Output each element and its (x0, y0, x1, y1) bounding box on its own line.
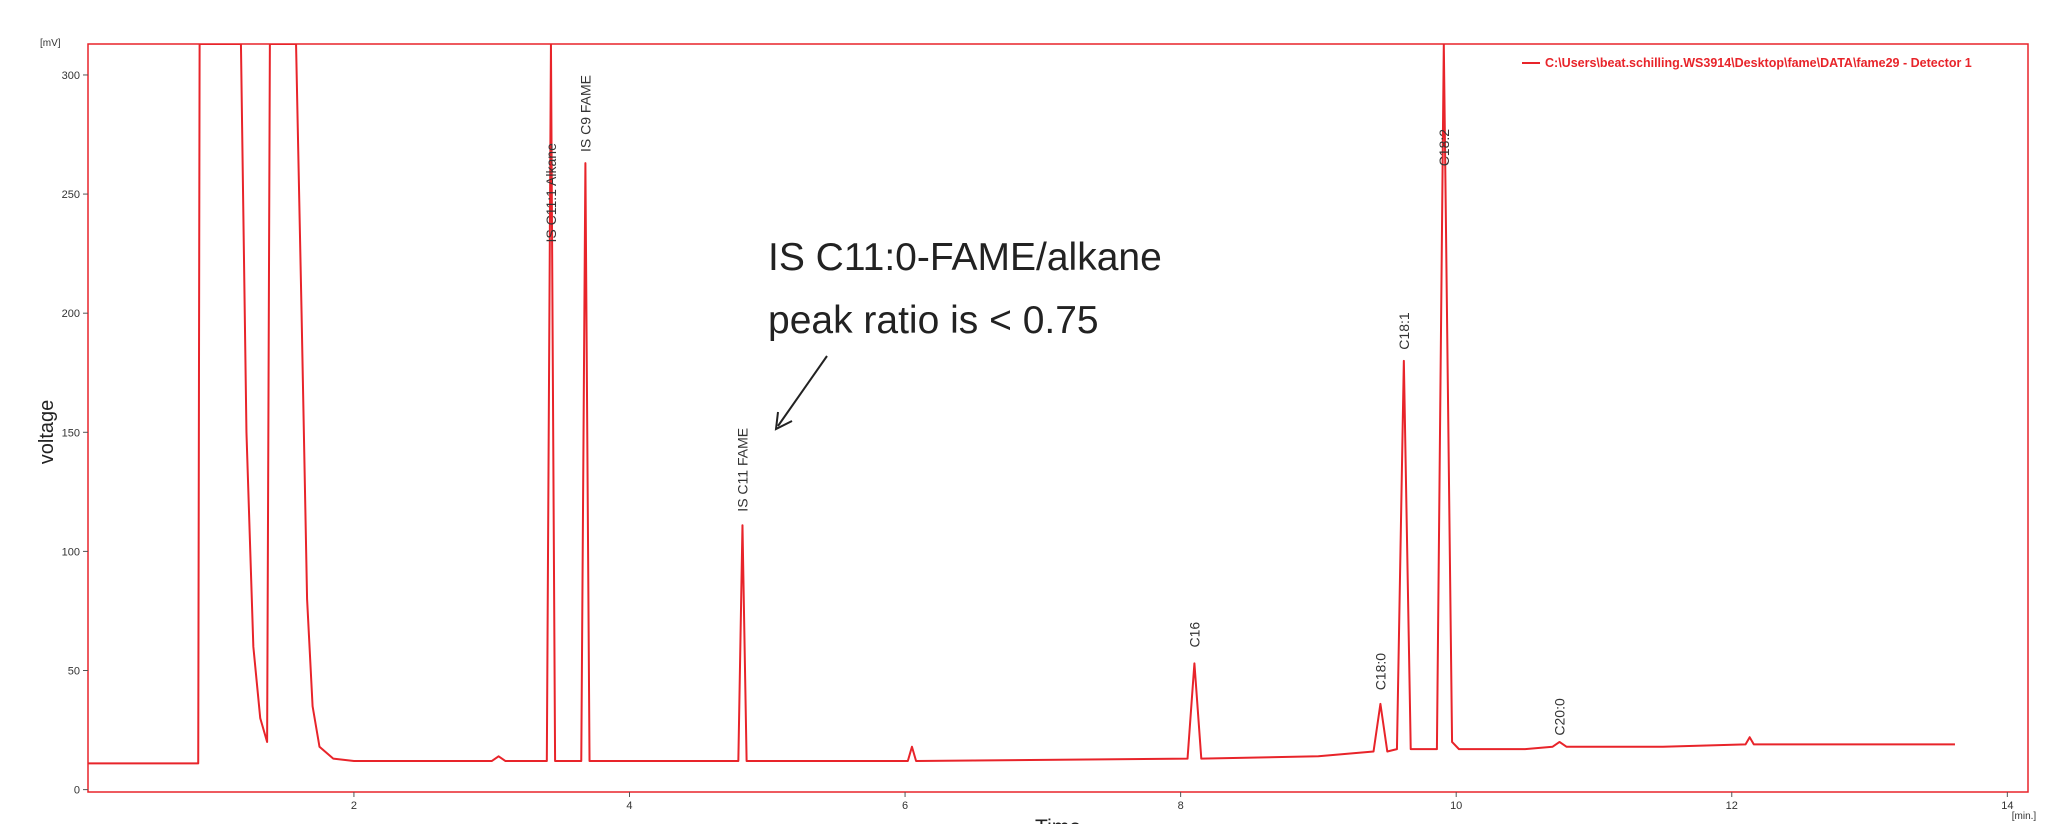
x-tick-label: 14 (2001, 800, 2013, 812)
y-tick-label: 300 (62, 70, 80, 82)
peak-label: C18:2 (1436, 129, 1452, 167)
x-tick-label: 4 (626, 800, 632, 812)
peak-label: C18:0 (1372, 653, 1388, 691)
trace-line (88, 44, 1955, 765)
y-tick-label: 100 (62, 546, 80, 558)
note-line: IS C11:0-FAME/alkane (768, 236, 1162, 279)
y-tick-label: 250 (62, 189, 80, 201)
x-tick-label: 2 (351, 800, 357, 812)
peak-label: C16 (1186, 622, 1202, 648)
y-tick-label: 200 (62, 308, 80, 320)
x-tick-label: 8 (1178, 800, 1184, 812)
peak-label: IS C9 FAME (577, 75, 593, 152)
x-unit: [min.] (2012, 811, 2037, 822)
note-arrow (777, 355, 828, 427)
legend: C:\Users\beat.schilling.WS3914\Desktop\f… (1522, 56, 1972, 70)
y-unit: [mV] (40, 38, 61, 49)
y-axis-label: voltage (36, 400, 58, 465)
note-line: peak ratio is < 0.75 (768, 299, 1099, 342)
note-arrowhead (774, 411, 793, 431)
y-tick-label: 150 (62, 427, 80, 439)
peak-label: C20:0 (1552, 698, 1568, 736)
peak-label: IS C11 FAME (735, 428, 751, 512)
plot-frame (87, 43, 2029, 793)
x-tick-label: 10 (1450, 800, 1462, 812)
peak-label: C18:1 (1396, 312, 1412, 350)
y-tick-label: 0 (74, 785, 80, 797)
x-tick-label: 12 (1726, 800, 1738, 812)
x-tick-label: 6 (902, 800, 908, 812)
peak-label: IS C11:1 Alkane (543, 143, 559, 243)
y-tick-label: 50 (68, 666, 80, 678)
x-axis-label: Time (1035, 816, 1081, 824)
legend-label: C:\Users\beat.schilling.WS3914\Desktop\f… (1545, 56, 1972, 70)
